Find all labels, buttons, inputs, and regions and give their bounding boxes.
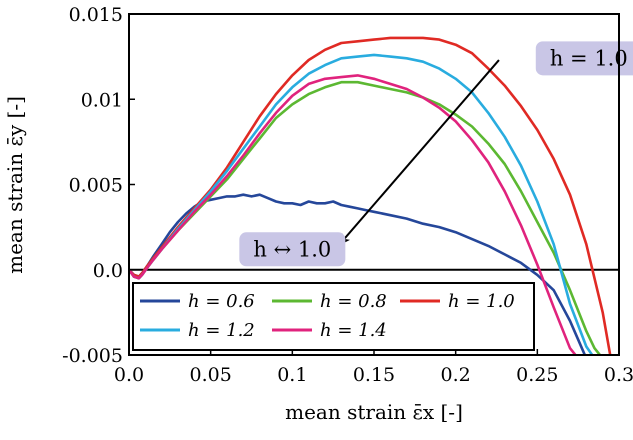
- annotation-label: h ↔ 1.0: [253, 237, 331, 261]
- legend-label: h = 1.4: [320, 320, 387, 341]
- legend-label: h = 0.6: [188, 291, 255, 312]
- y-tick-label: 0.0: [93, 260, 123, 282]
- x-tick-label: 0.3: [604, 364, 633, 386]
- y-tick-label: 0.005: [69, 175, 123, 197]
- x-tick-label: 0.25: [516, 364, 558, 386]
- annotation-label: h = 1.0: [550, 46, 628, 70]
- x-tick-label: 0.1: [277, 364, 307, 386]
- x-tick-label: 0.05: [190, 364, 232, 386]
- annotation-box: [535, 41, 633, 76]
- x-axis-label: mean strain ε̄x [-]: [285, 400, 463, 424]
- x-tick-label: 0.15: [353, 364, 395, 386]
- legend-label: h = 1.0: [448, 291, 515, 312]
- legend: h = 0.6 h = 0.8 h = 1.0 h = 1.2 h = 1.4: [132, 282, 535, 351]
- x-tick-label: 0.2: [441, 364, 471, 386]
- legend-box: [132, 282, 535, 351]
- legend-label: h = 0.8: [320, 291, 387, 312]
- y-tick-label: 0.015: [69, 4, 123, 26]
- y-tick-label: 0.01: [81, 89, 123, 111]
- series-line-1: [129, 193, 587, 355]
- series-line-5: [129, 74, 578, 355]
- y-axis-label: mean strain ε̄y [-]: [3, 96, 27, 274]
- annotation-box: [239, 232, 346, 267]
- annotation-layer: h = 1.0 h ↔ 1.0: [239, 41, 633, 267]
- x-axis-ticks: 0.0 0.05 0.1 0.15 0.2 0.25 0.3: [114, 349, 633, 386]
- y-tick-label: -0.005: [62, 345, 123, 367]
- y-axis-ticks: -0.005 0.0 0.005 0.01 0.015: [62, 4, 135, 367]
- legend-label: h = 1.2: [188, 320, 255, 341]
- series-layer: [129, 36, 612, 355]
- x-tick-label: 0.0: [114, 364, 144, 386]
- annotation-arrow: [338, 59, 500, 246]
